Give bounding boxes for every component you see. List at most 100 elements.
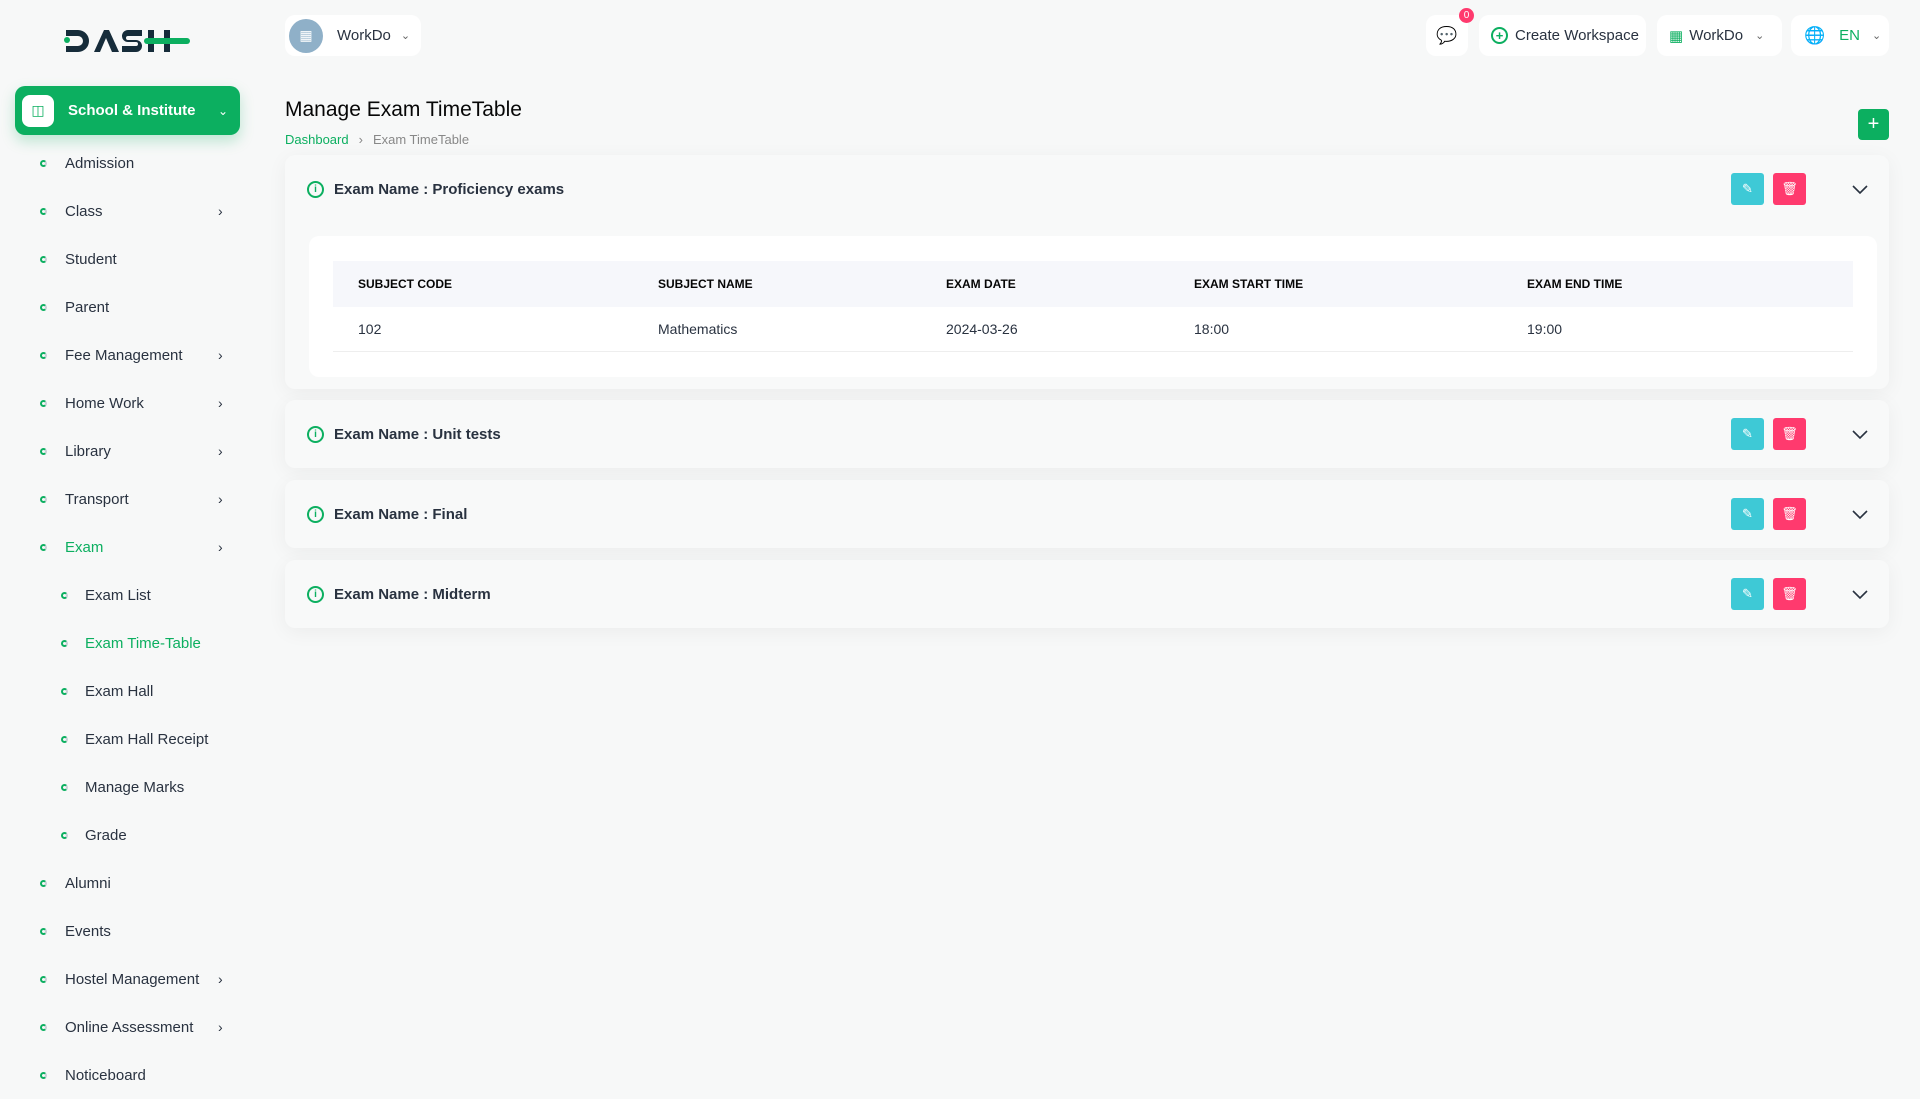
chevron-down-icon[interactable]	[1850, 584, 1870, 604]
sidebar-item-student[interactable]: Student	[0, 235, 240, 283]
sidebar-menu: Admission Class › Student Parent Fee Manageme…	[0, 139, 240, 1099]
exam-name: Exam Name : Unit tests	[334, 425, 501, 443]
apps-icon: ▦	[1669, 27, 1684, 45]
sidebar-item-exam-list[interactable]: Exam List	[0, 571, 240, 619]
bullet-icon	[40, 543, 47, 551]
sidebar-item-manage-marks[interactable]: Manage Marks	[0, 763, 240, 811]
workspace-avatar: ▦	[289, 18, 323, 53]
exam-card: i Exam Name : Unit tests ✎ 🗑	[285, 400, 1889, 468]
bullet-icon	[40, 1071, 47, 1079]
sidebar-item-alumni[interactable]: Alumni	[0, 859, 240, 907]
sidebar-item-label: Exam Hall Receipt	[85, 730, 209, 748]
bullet-icon	[40, 207, 47, 215]
sidebar-item-label: Admission	[65, 154, 135, 172]
sidebar-item-label: Hostel Management	[65, 970, 200, 988]
book-icon: ◫	[22, 94, 54, 127]
plus-circle-icon: +	[1491, 27, 1508, 44]
chevron-down-icon: ⌄	[1755, 30, 1765, 42]
sidebar-item-transport[interactable]: Transport ›	[0, 475, 240, 523]
sidebar-item-noticeboard[interactable]: Noticeboard	[0, 1051, 240, 1099]
column-header: EXAM END TIME	[1502, 261, 1853, 307]
edit-button[interactable]: ✎	[1731, 578, 1764, 610]
sidebar-item-online-assessment[interactable]: Online Assessment ›	[0, 1003, 240, 1051]
chevron-right-icon: ›	[218, 1019, 223, 1035]
delete-button[interactable]: 🗑	[1773, 418, 1806, 450]
table-cell: 19:00	[1502, 307, 1853, 352]
sidebar-item-label: Alumni	[65, 874, 111, 892]
bullet-icon	[40, 1023, 47, 1031]
chevron-down-icon[interactable]	[1850, 504, 1870, 524]
chevron-down-icon[interactable]	[1850, 424, 1870, 444]
sidebar-item-exam-hall[interactable]: Exam Hall	[0, 667, 240, 715]
module-selector[interactable]: ◫ School & Institute ⌄	[15, 86, 240, 135]
sidebar-item-home-work[interactable]: Home Work ›	[0, 379, 240, 427]
bullet-icon	[40, 879, 47, 887]
create-workspace-label: Create Workspace	[1515, 27, 1639, 44]
table-row: 102 Mathematics 2024-03-26 18:00 19:00	[333, 307, 1853, 352]
bullet-icon	[61, 783, 68, 791]
sidebar-item-label: Grade	[85, 826, 127, 844]
table-header-row: SUBJECT CODE SUBJECT NAME EXAM DATE EXAM ST…	[333, 261, 1853, 307]
sidebar-item-label: Parent	[65, 298, 110, 316]
company-name: WorkDo	[1689, 27, 1744, 44]
sidebar-item-label: Student	[65, 250, 117, 268]
delete-button[interactable]: 🗑	[1773, 578, 1806, 610]
exam-card-header[interactable]: i Exam Name : Midterm ✎ 🗑	[285, 560, 1889, 628]
bullet-icon	[40, 303, 47, 311]
breadcrumb: Dashboard › Exam TimeTable	[285, 132, 469, 147]
bullet-icon	[40, 495, 47, 503]
edit-button[interactable]: ✎	[1731, 173, 1764, 205]
sidebar-item-exam[interactable]: Exam ›	[0, 523, 240, 571]
chat-button[interactable]: 💬 0	[1426, 8, 1474, 56]
chevron-right-icon: ›	[218, 971, 223, 987]
workspace-selector[interactable]: ▦ WorkDo ⌄	[285, 15, 421, 56]
sidebar-item-label: Events	[65, 922, 111, 940]
create-workspace-button[interactable]: + Create Workspace	[1479, 15, 1646, 56]
sidebar-item-label: Class	[65, 202, 103, 220]
chat-icon: 💬	[1436, 25, 1458, 45]
sidebar-item-label: Library	[65, 442, 111, 460]
chat-badge: 0	[1459, 8, 1474, 23]
company-selector[interactable]: ▦ WorkDo ⌄	[1657, 15, 1782, 56]
language-code: EN	[1839, 27, 1861, 44]
sidebar-item-exam-time-table[interactable]: Exam Time-Table	[0, 619, 240, 667]
timetable-panel: SUBJECT CODE SUBJECT NAME EXAM DATE EXAM ST…	[309, 236, 1877, 377]
chevron-right-icon: ›	[218, 443, 223, 459]
sidebar-item-class[interactable]: Class ›	[0, 187, 240, 235]
language-selector[interactable]: 🌐 EN ⌄	[1791, 15, 1889, 56]
breadcrumb-current: Exam TimeTable	[372, 132, 470, 147]
sidebar-item-exam-hall-receipt[interactable]: Exam Hall Receipt	[0, 715, 240, 763]
sidebar-item-admission[interactable]: Admission	[0, 139, 240, 187]
bullet-icon	[40, 159, 47, 167]
sidebar-item-label: Fee Management	[65, 346, 183, 364]
chevron-down-icon[interactable]	[1850, 179, 1870, 199]
table-cell: Mathematics	[633, 307, 921, 352]
info-icon: i	[307, 505, 324, 523]
edit-button[interactable]: ✎	[1731, 418, 1764, 450]
sidebar-item-label: Home Work	[65, 394, 144, 412]
exam-card-header[interactable]: i Exam Name : Unit tests ✎ 🗑	[285, 400, 1889, 468]
sidebar-item-grade[interactable]: Grade	[0, 811, 240, 859]
table-cell: 18:00	[1169, 307, 1502, 352]
chevron-right-icon: ›	[218, 203, 223, 219]
column-header: EXAM START TIME	[1169, 261, 1502, 307]
column-header: EXAM DATE	[921, 261, 1169, 307]
exam-card-header[interactable]: i Exam Name : Proficiency exams ✎ 🗑	[285, 155, 1889, 223]
sidebar-item-fee-management[interactable]: Fee Management ›	[0, 331, 240, 379]
exam-card-header[interactable]: i Exam Name : Final ✎ 🗑	[285, 480, 1889, 548]
add-timetable-button[interactable]: +	[1858, 109, 1889, 140]
delete-button[interactable]: 🗑	[1773, 173, 1806, 205]
globe-icon: 🌐	[1804, 25, 1826, 45]
sidebar-item-hostel-management[interactable]: Hostel Management ›	[0, 955, 240, 1003]
chevron-right-icon: ›	[218, 539, 223, 555]
edit-button[interactable]: ✎	[1731, 498, 1764, 530]
timetable-table: SUBJECT CODE SUBJECT NAME EXAM DATE EXAM ST…	[333, 261, 1853, 352]
sidebar-item-events[interactable]: Events	[0, 907, 240, 955]
column-header: SUBJECT CODE	[333, 261, 633, 307]
sidebar-item-library[interactable]: Library ›	[0, 427, 240, 475]
sidebar-item-label: Transport	[65, 490, 129, 508]
breadcrumb-dashboard[interactable]: Dashboard	[285, 132, 349, 147]
sidebar-item-parent[interactable]: Parent	[0, 283, 240, 331]
delete-button[interactable]: 🗑	[1773, 498, 1806, 530]
table-cell: 102	[333, 307, 633, 352]
